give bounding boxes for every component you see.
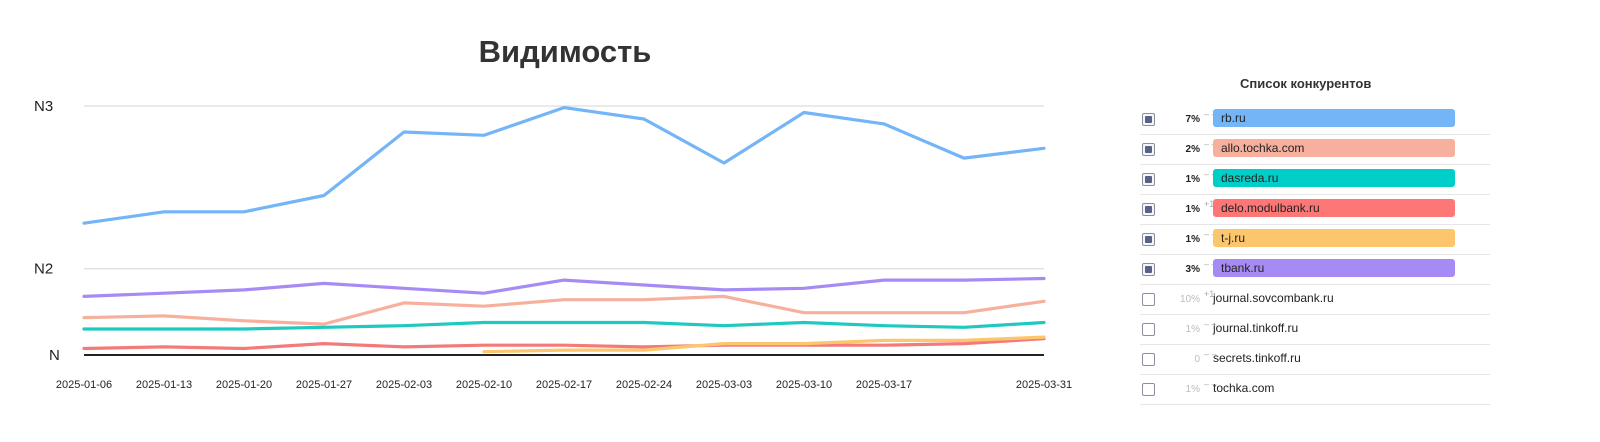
y-tick-label: N2 <box>34 261 53 278</box>
competitor-row: 1% +1 delo.modulbank.ru <box>1140 195 1490 225</box>
competitor-name[interactable]: t-j.ru <box>1213 229 1455 247</box>
competitor-share: 1% <box>1185 204 1200 215</box>
competitor-row: 10% +1 journal.sovcombank.ru <box>1140 285 1490 315</box>
competitor-row: 1% – – t-j.ru <box>1140 225 1490 255</box>
series-line-0 <box>82 106 1046 225</box>
competitor-change: – – <box>1204 319 1217 329</box>
series-line-5 <box>482 335 1046 354</box>
series-line-3 <box>82 320 1046 331</box>
competitor-row: 3% – – tbank.ru <box>1140 255 1490 285</box>
competitors-panel-title: Список конкурентов <box>1240 76 1372 91</box>
competitor-change: – – <box>1204 169 1217 179</box>
competitor-checkbox[interactable] <box>1142 263 1155 276</box>
x-tick-label: 2025-02-24 <box>616 379 672 391</box>
competitor-share: 1% <box>1185 324 1200 335</box>
competitor-change: – – <box>1204 349 1217 359</box>
competitor-share: 0 <box>1194 354 1200 365</box>
competitor-checkbox[interactable] <box>1142 323 1155 336</box>
competitor-name[interactable]: journal.tinkoff.ru <box>1213 321 1299 335</box>
competitor-name[interactable]: secrets.tinkoff.ru <box>1213 351 1301 365</box>
competitor-change: +1 <box>1204 289 1215 299</box>
competitor-checkbox[interactable] <box>1142 113 1155 126</box>
x-tick-label: 2025-02-10 <box>456 379 512 391</box>
x-tick-label: 2025-02-03 <box>376 379 432 391</box>
x-tick-label: 2025-03-17 <box>856 379 912 391</box>
competitor-name[interactable]: rb.ru <box>1213 109 1455 127</box>
y-tick-label: N <box>49 347 60 364</box>
competitor-change: +1 <box>1204 199 1215 209</box>
competitor-share: 1% <box>1185 174 1200 185</box>
competitor-share: 7% <box>1185 114 1200 125</box>
competitor-share: 2% <box>1185 144 1200 155</box>
competitor-row: 7% – – rb.ru <box>1140 105 1490 135</box>
competitor-name[interactable]: journal.sovcombank.ru <box>1213 291 1334 305</box>
competitor-change: – – <box>1204 139 1217 149</box>
competitor-row: 2% – – allo.tochka.com <box>1140 135 1490 165</box>
x-tick-label: 2025-03-31 <box>1016 379 1072 391</box>
chart-plot: N3 N2 N 2025-01-06 2025-01-13 2025-01-20 2025-… <box>34 98 1072 391</box>
competitor-name[interactable]: allo.tochka.com <box>1213 139 1455 157</box>
x-tick-label: 2025-01-06 <box>56 379 112 391</box>
y-tick-label: N3 <box>34 98 53 115</box>
x-tick-label: 2025-01-20 <box>216 379 272 391</box>
competitor-share: 3% <box>1185 264 1200 275</box>
competitor-checkbox[interactable] <box>1142 383 1155 396</box>
competitor-change: – – <box>1204 109 1217 119</box>
competitor-row: 1% – – dasreda.ru <box>1140 165 1490 195</box>
x-tick-label: 2025-03-10 <box>776 379 832 391</box>
competitor-checkbox[interactable] <box>1142 173 1155 186</box>
competitor-name[interactable]: delo.modulbank.ru <box>1213 199 1455 217</box>
competitor-name[interactable]: dasreda.ru <box>1213 169 1455 187</box>
competitor-name[interactable]: tbank.ru <box>1213 259 1455 277</box>
series-line-1 <box>82 276 1046 298</box>
competitor-share: 1% <box>1185 384 1200 395</box>
competitor-row: 1% – – journal.tinkoff.ru <box>1140 315 1490 345</box>
competitor-share: 10% <box>1179 294 1200 305</box>
competitor-checkbox[interactable] <box>1142 293 1155 306</box>
competitor-change: – – <box>1204 229 1217 239</box>
competitor-checkbox[interactable] <box>1142 233 1155 246</box>
series-line-2 <box>82 294 1046 326</box>
x-tick-label: 2025-03-03 <box>696 379 752 391</box>
competitors-list: 7% – – rb.ru 2% – – allo.tochka.com 1% – – dasre… <box>1140 105 1490 405</box>
competitor-change: – – <box>1204 379 1217 389</box>
competitor-checkbox[interactable] <box>1142 353 1155 366</box>
competitor-row: 1% – – tochka.com <box>1140 375 1490 405</box>
visibility-chart: Видимость N3 N2 N 2025-01-06 2025-01-13 2025-… <box>34 34 1072 391</box>
x-tick-label: 2025-02-17 <box>536 379 592 391</box>
competitor-checkbox[interactable] <box>1142 143 1155 156</box>
competitor-share: 1% <box>1185 234 1200 245</box>
competitor-row: 0 – – secrets.tinkoff.ru <box>1140 345 1490 375</box>
competitor-checkbox[interactable] <box>1142 203 1155 216</box>
series-line-4 <box>82 337 1046 351</box>
competitor-name[interactable]: tochka.com <box>1213 381 1275 395</box>
competitor-change: – – <box>1204 259 1217 269</box>
x-tick-label: 2025-01-13 <box>136 379 192 391</box>
x-tick-label: 2025-01-27 <box>296 379 352 391</box>
chart-title: Видимость <box>478 34 652 69</box>
